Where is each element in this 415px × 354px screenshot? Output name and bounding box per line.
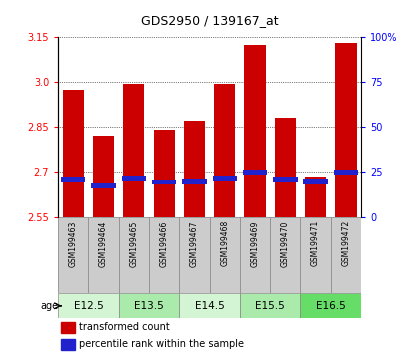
Bar [305, 177, 326, 217]
Bar [240, 293, 300, 319]
Bar [244, 45, 266, 217]
Bar [58, 217, 88, 293]
Bar [300, 293, 361, 319]
Text: GSM199464: GSM199464 [99, 220, 108, 267]
Bar [184, 121, 205, 217]
Text: E12.5: E12.5 [73, 301, 103, 311]
Text: E13.5: E13.5 [134, 301, 164, 311]
Text: GSM199468: GSM199468 [220, 220, 229, 267]
Bar [243, 170, 267, 175]
Bar [122, 176, 146, 181]
Text: age: age [40, 301, 58, 311]
Bar [210, 217, 240, 293]
Text: GSM199463: GSM199463 [69, 220, 78, 267]
Text: E14.5: E14.5 [195, 301, 225, 311]
Bar [152, 180, 176, 184]
Bar [331, 217, 361, 293]
Bar [119, 217, 149, 293]
Bar [335, 43, 356, 217]
Text: GSM199469: GSM199469 [251, 220, 259, 267]
Bar [88, 217, 119, 293]
Bar [214, 84, 235, 217]
Bar [123, 84, 144, 217]
Text: GSM199465: GSM199465 [129, 220, 138, 267]
Bar [273, 177, 298, 182]
Bar [93, 136, 114, 217]
Bar [61, 177, 85, 182]
Bar [149, 217, 179, 293]
Bar [275, 118, 296, 217]
Bar [182, 179, 207, 184]
Bar [58, 293, 119, 319]
Bar [91, 183, 116, 188]
Text: GSM199471: GSM199471 [311, 220, 320, 267]
Bar [179, 293, 240, 319]
Text: GSM199466: GSM199466 [160, 220, 168, 267]
Bar [119, 293, 179, 319]
Text: GSM199467: GSM199467 [190, 220, 199, 267]
Bar [270, 217, 300, 293]
Bar [300, 217, 331, 293]
Bar [303, 179, 328, 184]
Text: transformed count: transformed count [79, 322, 170, 332]
Bar [63, 90, 84, 217]
Text: E15.5: E15.5 [255, 301, 285, 311]
Bar [61, 339, 75, 349]
Bar [154, 130, 175, 217]
Bar [61, 322, 75, 333]
Bar [334, 170, 358, 175]
Bar [212, 176, 237, 181]
Text: GSM199472: GSM199472 [342, 220, 350, 267]
Bar [240, 217, 270, 293]
Text: E16.5: E16.5 [316, 301, 346, 311]
Text: percentile rank within the sample: percentile rank within the sample [79, 339, 244, 349]
Text: GDS2950 / 139167_at: GDS2950 / 139167_at [141, 13, 278, 27]
Text: GSM199470: GSM199470 [281, 220, 290, 267]
Bar [179, 217, 210, 293]
